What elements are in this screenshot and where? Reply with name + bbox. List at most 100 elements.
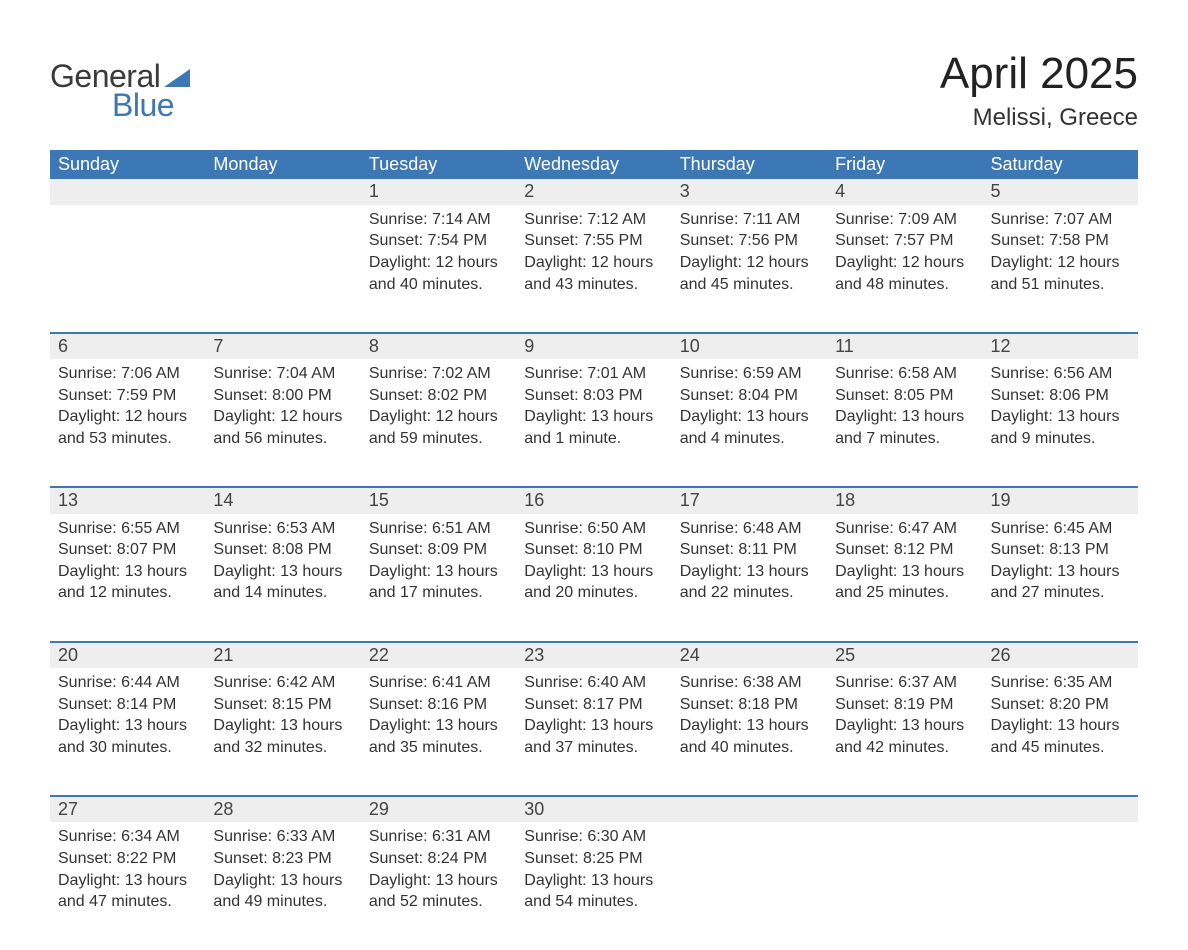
day-number-cell: 2 (516, 179, 671, 204)
sunrise-text: Sunrise: 6:30 AM (524, 826, 663, 848)
sunrise-text: Sunrise: 6:56 AM (991, 363, 1130, 385)
day-content-cell: Sunrise: 6:35 AMSunset: 8:20 PMDaylight:… (983, 668, 1138, 796)
sunset-text: Sunset: 8:14 PM (58, 694, 197, 716)
week-daynum-row: 27282930 (50, 796, 1138, 822)
sunrise-text: Sunrise: 7:14 AM (369, 209, 508, 231)
sunrise-text: Sunrise: 7:11 AM (680, 209, 819, 231)
daylight-text: Daylight: 13 hours and 30 minutes. (58, 715, 197, 758)
day-number-cell: 30 (516, 796, 671, 822)
day-header-sun: Sunday (50, 150, 205, 179)
sunrise-text: Sunrise: 6:50 AM (524, 518, 663, 540)
day-content-cell: Sunrise: 6:51 AMSunset: 8:09 PMDaylight:… (361, 514, 516, 642)
sunset-text: Sunset: 8:18 PM (680, 694, 819, 716)
sunrise-text: Sunrise: 6:37 AM (835, 672, 974, 694)
day-number-cell: 24 (672, 642, 827, 668)
sunset-text: Sunset: 7:56 PM (680, 230, 819, 252)
month-title: April 2025 (940, 50, 1138, 98)
day-number-cell: 10 (672, 333, 827, 359)
day-content-cell: Sunrise: 7:06 AMSunset: 7:59 PMDaylight:… (50, 359, 205, 487)
sunrise-text: Sunrise: 6:42 AM (213, 672, 352, 694)
sunset-text: Sunset: 8:06 PM (991, 385, 1130, 407)
daylight-text: Daylight: 12 hours and 59 minutes. (369, 406, 508, 449)
day-number-cell: 18 (827, 487, 982, 513)
calendar-header-row: Sunday Monday Tuesday Wednesday Thursday… (50, 150, 1138, 179)
sunrise-text: Sunrise: 6:59 AM (680, 363, 819, 385)
day-content-cell: Sunrise: 7:04 AMSunset: 8:00 PMDaylight:… (205, 359, 360, 487)
sunrise-text: Sunrise: 6:34 AM (58, 826, 197, 848)
sunset-text: Sunset: 8:03 PM (524, 385, 663, 407)
sunrise-text: Sunrise: 6:41 AM (369, 672, 508, 694)
day-number-cell (672, 796, 827, 822)
day-content-cell: Sunrise: 7:07 AMSunset: 7:58 PMDaylight:… (983, 205, 1138, 333)
sunrise-text: Sunrise: 7:09 AM (835, 209, 974, 231)
day-header-tue: Tuesday (361, 150, 516, 179)
daylight-text: Daylight: 13 hours and 32 minutes. (213, 715, 352, 758)
day-number-cell: 14 (205, 487, 360, 513)
daylight-text: Daylight: 13 hours and 1 minute. (524, 406, 663, 449)
sunset-text: Sunset: 8:09 PM (369, 539, 508, 561)
day-content-cell: Sunrise: 6:38 AMSunset: 8:18 PMDaylight:… (672, 668, 827, 796)
week-content-row: Sunrise: 6:55 AMSunset: 8:07 PMDaylight:… (50, 514, 1138, 642)
day-content-cell: Sunrise: 7:01 AMSunset: 8:03 PMDaylight:… (516, 359, 671, 487)
day-content-cell: Sunrise: 6:42 AMSunset: 8:15 PMDaylight:… (205, 668, 360, 796)
daylight-text: Daylight: 13 hours and 14 minutes. (213, 561, 352, 604)
day-number-cell (827, 796, 982, 822)
week-content-row: Sunrise: 7:14 AMSunset: 7:54 PMDaylight:… (50, 205, 1138, 333)
daylight-text: Daylight: 13 hours and 7 minutes. (835, 406, 974, 449)
daylight-text: Daylight: 13 hours and 54 minutes. (524, 870, 663, 913)
day-number-cell: 23 (516, 642, 671, 668)
sunset-text: Sunset: 8:12 PM (835, 539, 974, 561)
sunset-text: Sunset: 8:25 PM (524, 848, 663, 870)
daylight-text: Daylight: 12 hours and 56 minutes. (213, 406, 352, 449)
sunset-text: Sunset: 8:23 PM (213, 848, 352, 870)
day-content-cell: Sunrise: 6:59 AMSunset: 8:04 PMDaylight:… (672, 359, 827, 487)
day-number-cell: 3 (672, 179, 827, 204)
sunset-text: Sunset: 7:54 PM (369, 230, 508, 252)
sunset-text: Sunset: 8:24 PM (369, 848, 508, 870)
calendar-page: General Blue April 2025 Melissi, Greece … (0, 0, 1188, 918)
day-number-cell: 13 (50, 487, 205, 513)
sunrise-text: Sunrise: 7:07 AM (991, 209, 1130, 231)
sunset-text: Sunset: 8:22 PM (58, 848, 197, 870)
week-content-row: Sunrise: 6:44 AMSunset: 8:14 PMDaylight:… (50, 668, 1138, 796)
day-content-cell: Sunrise: 6:55 AMSunset: 8:07 PMDaylight:… (50, 514, 205, 642)
day-number-cell: 15 (361, 487, 516, 513)
week-daynum-row: 20212223242526 (50, 642, 1138, 668)
title-block: April 2025 Melissi, Greece (940, 50, 1138, 132)
calendar-body: 12345Sunrise: 7:14 AMSunset: 7:54 PMDayl… (50, 179, 1138, 950)
daylight-text: Daylight: 13 hours and 9 minutes. (991, 406, 1130, 449)
day-number-cell: 17 (672, 487, 827, 513)
sunset-text: Sunset: 8:16 PM (369, 694, 508, 716)
day-number-cell: 29 (361, 796, 516, 822)
day-content-cell: Sunrise: 6:48 AMSunset: 8:11 PMDaylight:… (672, 514, 827, 642)
day-content-cell: Sunrise: 6:50 AMSunset: 8:10 PMDaylight:… (516, 514, 671, 642)
day-number-cell: 21 (205, 642, 360, 668)
sunrise-text: Sunrise: 7:01 AM (524, 363, 663, 385)
day-content-cell: Sunrise: 6:41 AMSunset: 8:16 PMDaylight:… (361, 668, 516, 796)
day-content-cell: Sunrise: 6:56 AMSunset: 8:06 PMDaylight:… (983, 359, 1138, 487)
day-number-cell: 5 (983, 179, 1138, 204)
sunset-text: Sunset: 8:05 PM (835, 385, 974, 407)
calendar-table: Sunday Monday Tuesday Wednesday Thursday… (50, 150, 1138, 950)
day-content-cell: Sunrise: 6:34 AMSunset: 8:22 PMDaylight:… (50, 822, 205, 950)
sunrise-text: Sunrise: 6:40 AM (524, 672, 663, 694)
day-header-wed: Wednesday (516, 150, 671, 179)
sunset-text: Sunset: 8:02 PM (369, 385, 508, 407)
day-content-cell: Sunrise: 6:30 AMSunset: 8:25 PMDaylight:… (516, 822, 671, 950)
week-content-row: Sunrise: 6:34 AMSunset: 8:22 PM Daylight:… (50, 822, 1138, 950)
sunset-text: Sunset: 7:55 PM (524, 230, 663, 252)
day-content-cell: Sunrise: 6:47 AMSunset: 8:12 PMDaylight:… (827, 514, 982, 642)
day-number-cell: 16 (516, 487, 671, 513)
sunset-text: Sunset: 8:17 PM (524, 694, 663, 716)
page-header: General Blue April 2025 Melissi, Greece (50, 50, 1138, 132)
sunset-text: Sunset: 8:15 PM (213, 694, 352, 716)
day-number-cell: 27 (50, 796, 205, 822)
week-daynum-row: 12345 (50, 179, 1138, 204)
sunset-text: Sunset: 7:57 PM (835, 230, 974, 252)
daylight-text: Daylight: 12 hours and 40 minutes. (369, 252, 508, 295)
day-number-cell: 26 (983, 642, 1138, 668)
sunrise-text: Sunrise: 6:31 AM (369, 826, 508, 848)
day-content-cell: Sunrise: 7:12 AMSunset: 7:55 PMDaylight:… (516, 205, 671, 333)
daylight-text: Daylight: 13 hours and 4 minutes. (680, 406, 819, 449)
daylight-text: Daylight: 13 hours and 40 minutes. (680, 715, 819, 758)
